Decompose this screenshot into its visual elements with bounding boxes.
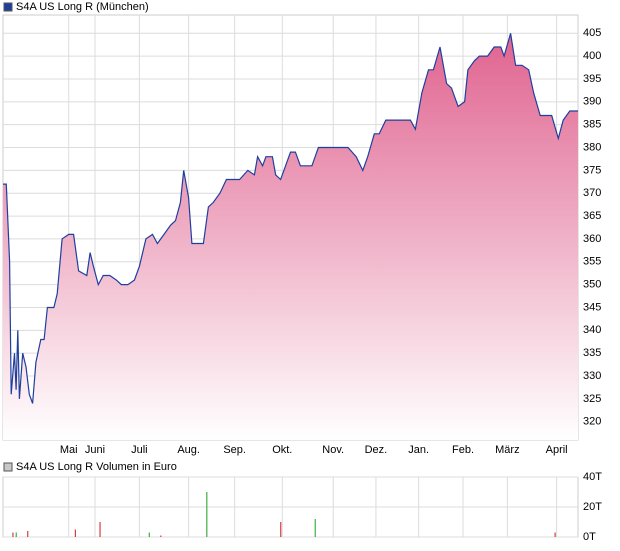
x-tick-label: Sep. [223,444,246,456]
y-tick-label: 385 [583,119,601,131]
volume-bar [554,532,556,537]
volume-bar [148,532,150,537]
x-tick-label: Mai [60,444,78,456]
area-fill [3,33,578,441]
x-tick-label: Feb. [452,444,474,456]
legend-swatch [3,462,13,472]
y-tick-label: 405 [583,27,601,39]
y-tick-label: 400 [583,50,601,62]
volume-bar [160,535,162,537]
x-tick-label: Aug. [177,444,200,456]
y-tick-label: 0T [583,531,596,543]
y-tick-label: 390 [583,96,601,108]
x-tick-label: Jan. [408,444,429,456]
y-tick-label: 355 [583,256,601,268]
volume-bar [206,492,208,537]
chart-title: S4A US Long R Volumen in Euro [16,461,177,473]
y-tick-label: 320 [583,416,601,428]
x-tick-label: Okt. [272,444,292,456]
volume-bar [74,529,76,537]
volume-bar [15,532,17,537]
y-tick-label: 20T [583,501,602,513]
y-tick-label: 375 [583,164,601,176]
x-tick-label: März [495,444,519,456]
y-tick-label: 370 [583,187,601,199]
price-line [3,33,578,404]
y-tick-label: 340 [583,324,601,336]
volume-bar [12,532,14,537]
y-tick-label: 40T [583,471,602,483]
y-tick-label: 330 [583,370,601,382]
volume-bar [280,522,282,537]
y-tick-label: 325 [583,393,601,405]
volume-bar [314,519,316,537]
x-tick-label: Juni [85,444,105,456]
volume-bar [99,522,101,537]
y-tick-label: 345 [583,301,601,313]
x-tick-label: Juli [131,444,148,456]
y-tick-label: 335 [583,347,601,359]
chart-title: S4A US Long R (München) [16,1,149,13]
legend-swatch [3,2,13,12]
y-tick-label: 380 [583,141,601,153]
y-tick-label: 360 [583,233,601,245]
x-tick-label: Dez. [365,444,388,456]
x-tick-label: April [546,444,568,456]
y-tick-label: 350 [583,279,601,291]
y-tick-label: 395 [583,73,601,85]
volume-bar [27,531,29,537]
y-tick-label: 365 [583,210,601,222]
x-tick-label: Nov. [322,444,344,456]
